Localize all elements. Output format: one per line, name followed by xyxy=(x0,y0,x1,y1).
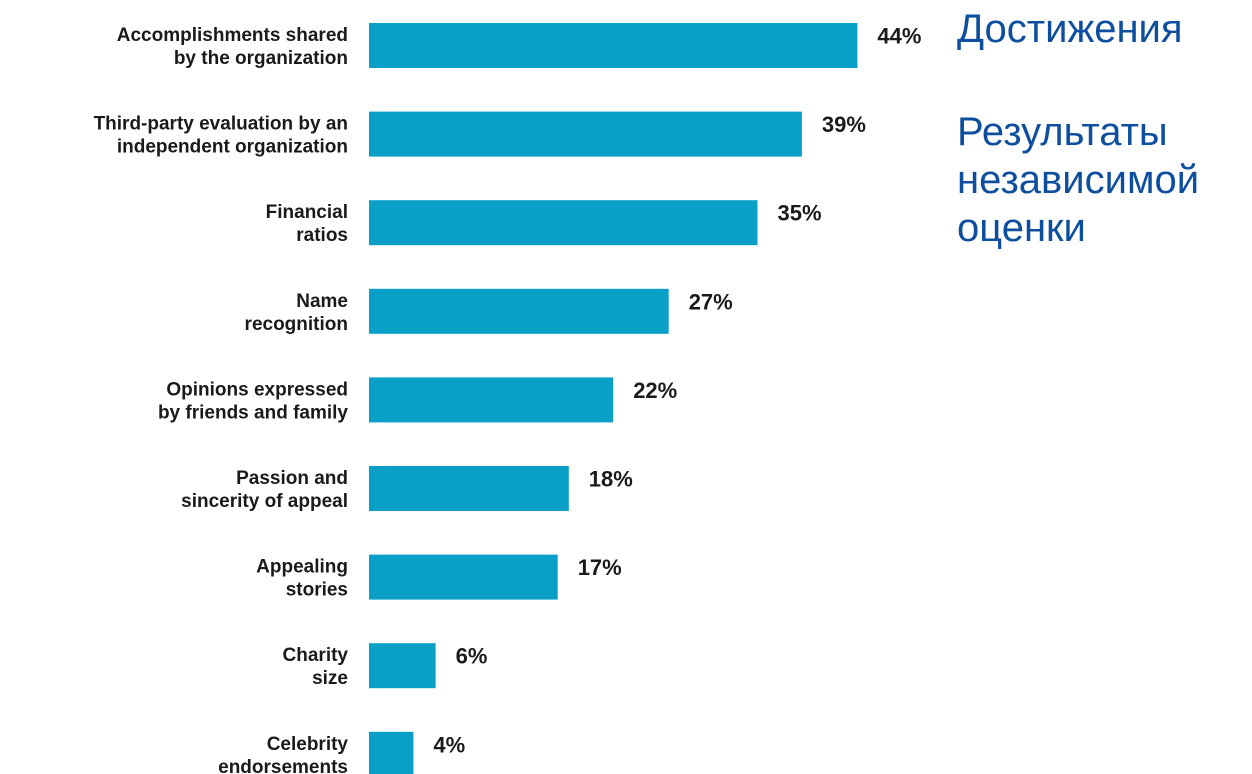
bar xyxy=(369,23,858,68)
category-label: Charity size xyxy=(283,645,349,689)
value-label: 44% xyxy=(877,24,921,49)
category-label: Celebrity endorsements xyxy=(218,734,348,774)
value-label: 4% xyxy=(433,732,465,757)
annotation-independent-evaluation: Результаты независимой оценки xyxy=(957,110,1200,250)
value-label: 6% xyxy=(456,644,488,669)
category-label: Passion and sincerity of appeal xyxy=(181,468,348,512)
category-label: Third-party evaluation by an independent … xyxy=(94,114,348,158)
bar xyxy=(369,554,558,600)
value-label: 39% xyxy=(822,112,866,137)
value-label: 22% xyxy=(633,378,677,403)
bars-group xyxy=(369,23,858,774)
value-label: 18% xyxy=(589,467,633,492)
category-label: Name recognition xyxy=(245,291,348,335)
bar xyxy=(369,466,569,511)
bar xyxy=(369,731,414,774)
category-labels-group: Accomplishments shared by the organizatio… xyxy=(94,25,349,774)
annotation-achievements: Достижения xyxy=(957,7,1183,51)
category-label: Financial ratios xyxy=(266,202,348,246)
value-labels-group: 44% 39% 35% 27% 22% 18% 17% 6% 4% xyxy=(433,24,921,758)
category-label: Opinions expressed by friends and family xyxy=(158,379,348,423)
bar xyxy=(369,643,436,689)
bar xyxy=(369,288,669,334)
value-label: 17% xyxy=(578,555,622,580)
bar xyxy=(369,377,614,423)
value-label: 35% xyxy=(778,201,822,226)
category-label: Appealing stories xyxy=(256,557,348,601)
category-label: Accomplishments shared by the organizatio… xyxy=(117,25,348,69)
bar xyxy=(369,111,802,157)
value-label: 27% xyxy=(689,289,733,314)
bar xyxy=(369,200,758,246)
